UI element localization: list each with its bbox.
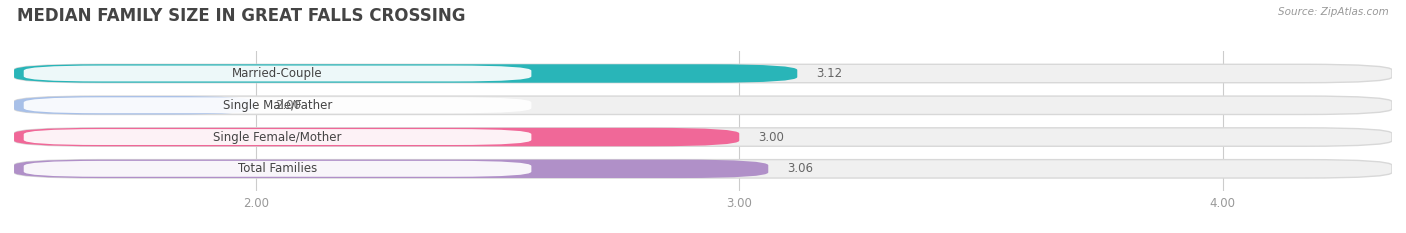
Text: 3.06: 3.06 — [787, 162, 814, 175]
FancyBboxPatch shape — [24, 161, 531, 177]
FancyBboxPatch shape — [14, 96, 256, 114]
Text: 3.12: 3.12 — [817, 67, 842, 80]
Text: MEDIAN FAMILY SIZE IN GREAT FALLS CROSSING: MEDIAN FAMILY SIZE IN GREAT FALLS CROSSI… — [17, 7, 465, 25]
Text: Single Female/Mother: Single Female/Mother — [214, 130, 342, 144]
FancyBboxPatch shape — [24, 65, 531, 82]
FancyBboxPatch shape — [14, 96, 1392, 114]
FancyBboxPatch shape — [14, 64, 1392, 83]
FancyBboxPatch shape — [14, 160, 768, 178]
FancyBboxPatch shape — [14, 64, 797, 83]
Text: Source: ZipAtlas.com: Source: ZipAtlas.com — [1278, 7, 1389, 17]
Text: 2.00: 2.00 — [276, 99, 301, 112]
FancyBboxPatch shape — [14, 160, 1392, 178]
Text: Total Families: Total Families — [238, 162, 318, 175]
FancyBboxPatch shape — [14, 128, 740, 146]
Text: Single Male/Father: Single Male/Father — [224, 99, 332, 112]
FancyBboxPatch shape — [24, 129, 531, 145]
Text: 3.00: 3.00 — [759, 130, 785, 144]
FancyBboxPatch shape — [24, 97, 531, 113]
FancyBboxPatch shape — [14, 128, 1392, 146]
Text: Married-Couple: Married-Couple — [232, 67, 323, 80]
